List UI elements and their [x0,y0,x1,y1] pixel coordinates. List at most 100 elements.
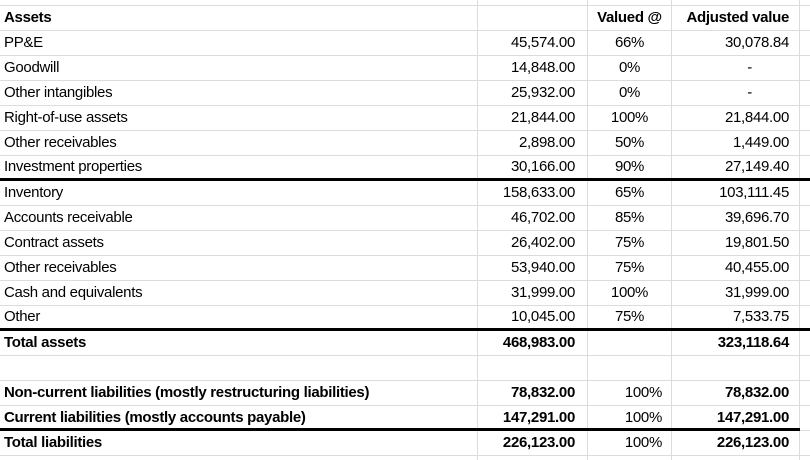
cell-valued-at[interactable]: 100% [588,381,672,405]
table-row: Other receivables 2,898.00 50% 1,449.00 [0,131,810,156]
cell-valued-at[interactable]: 100% [588,431,672,455]
cell-label[interactable]: Other [0,306,478,328]
cell-empty[interactable] [0,356,478,380]
cell-empty[interactable] [478,0,588,5]
cell-adjusted[interactable]: 147,291.00 [672,406,800,430]
cell-empty [800,131,810,155]
cell-assets-header[interactable]: Assets [0,6,478,30]
cell-valued-at[interactable]: 65% [588,181,672,205]
cell-value[interactable]: 21,844.00 [478,106,588,130]
cell-valued-at-header[interactable]: Valued @ [588,6,672,30]
cell-valued-at[interactable]: 0% [588,81,672,105]
cell-value[interactable]: 10,045.00 [478,306,588,328]
table-row: Other intangibles 25,932.00 0% - [0,81,810,106]
cell-empty[interactable] [478,356,588,380]
cell-label[interactable]: Goodwill [0,56,478,80]
cell-valued-at[interactable] [588,331,672,355]
cell-value[interactable]: 46,702.00 [478,206,588,230]
table-row: Inventory 158,633.00 65% 103,111.45 [0,181,810,206]
cell-label[interactable]: Right-of-use assets [0,106,478,130]
cell-label[interactable]: Other receivables [0,256,478,280]
cell-valued-at[interactable]: 75% [588,306,672,328]
cell-empty [800,181,810,205]
cell-empty[interactable] [672,456,800,460]
cell-label[interactable]: PP&E [0,31,478,55]
cell-value[interactable]: 25,932.00 [478,81,588,105]
cell-label[interactable]: Accounts receivable [0,206,478,230]
cell-empty[interactable] [588,0,672,5]
cell-adjusted[interactable]: 7,533.75 [672,306,800,328]
cell-value[interactable]: 53,940.00 [478,256,588,280]
cell-value[interactable]: 31,999.00 [478,281,588,305]
cell-valued-at[interactable]: 0% [588,56,672,80]
cell-valued-at[interactable]: 85% [588,206,672,230]
cell-valued-at[interactable]: 100% [588,106,672,130]
table-row: Accounts receivable 46,702.00 85% 39,696… [0,206,810,231]
cell-empty[interactable] [478,6,588,30]
cell-value[interactable]: 468,983.00 [478,331,588,355]
cell-label[interactable]: Cash and equivalents [0,281,478,305]
cell-adjusted[interactable]: 27,149.40 [672,156,800,178]
cell-adjusted[interactable]: 30,078.84 [672,31,800,55]
table-row: PP&E 45,574.00 66% 30,078.84 [0,31,810,56]
cell-empty[interactable] [478,456,588,460]
cell-value[interactable]: 78,832.00 [478,381,588,405]
cell-value[interactable]: 226,123.00 [478,431,588,455]
cell-label[interactable]: Other receivables [0,131,478,155]
cell-label[interactable]: Non-current liabilities (mostly restruct… [0,381,478,405]
cell-value[interactable]: 2,898.00 [478,131,588,155]
cell-adjusted[interactable]: 226,123.00 [672,431,800,455]
cell-value[interactable]: 147,291.00 [478,406,588,430]
cell-adjusted[interactable]: - [672,56,800,80]
cell-label[interactable]: Total liabilities [0,431,478,455]
cell-value[interactable]: 30,166.00 [478,156,588,178]
cell-label[interactable]: Investment properties [0,156,478,178]
cell-empty [800,381,810,405]
table-row: Non-current liabilities (mostly restruct… [0,381,810,406]
cell-valued-at[interactable]: 75% [588,256,672,280]
cell-valued-at[interactable]: 100% [588,281,672,305]
cell-valued-at[interactable]: 90% [588,156,672,178]
table-row: Cash and equivalents 31,999.00 100% 31,9… [0,281,810,306]
cell-adjusted[interactable]: 1,449.00 [672,131,800,155]
cell-empty [800,406,810,430]
cell-empty[interactable] [672,356,800,380]
cell-empty[interactable] [0,0,478,5]
cell-empty[interactable] [672,0,800,5]
cell-empty [800,331,810,355]
cell-adjusted[interactable]: 103,111.45 [672,181,800,205]
table-row: Current liabilities (mostly accounts pay… [0,406,810,431]
cell-value[interactable]: 158,633.00 [478,181,588,205]
cell-adjusted[interactable]: 19,801.50 [672,231,800,255]
cell-label[interactable]: Contract assets [0,231,478,255]
header-row: Assets Valued @ Adjusted value [0,6,810,31]
cell-valued-at[interactable]: 75% [588,231,672,255]
cell-empty [800,206,810,230]
cell-adjusted[interactable]: - [672,81,800,105]
cell-value[interactable]: 45,574.00 [478,31,588,55]
cell-adjusted[interactable]: 323,118.64 [672,331,800,355]
cell-empty [800,306,810,328]
cell-valued-at[interactable]: 50% [588,131,672,155]
cell-empty [800,106,810,130]
cell-adjusted[interactable]: 39,696.70 [672,206,800,230]
cell-label[interactable]: Inventory [0,181,478,205]
cell-empty [800,231,810,255]
cell-empty[interactable] [588,456,672,460]
cell-label[interactable]: Other intangibles [0,81,478,105]
blank-row [0,356,810,381]
cell-empty[interactable] [0,456,478,460]
cell-value[interactable]: 14,848.00 [478,56,588,80]
cell-adjusted[interactable]: 31,999.00 [672,281,800,305]
cell-valued-at[interactable]: 100% [588,406,672,430]
cell-label[interactable]: Current liabilities (mostly accounts pay… [0,406,478,430]
cell-adjusted[interactable]: 21,844.00 [672,106,800,130]
cell-adjusted-value-header[interactable]: Adjusted value [672,6,800,30]
cell-empty[interactable] [588,356,672,380]
cell-adjusted[interactable]: 40,455.00 [672,256,800,280]
table-row: Right-of-use assets 21,844.00 100% 21,84… [0,106,810,131]
cell-adjusted[interactable]: 78,832.00 [672,381,800,405]
cell-label[interactable]: Total assets [0,331,478,355]
cell-valued-at[interactable]: 66% [588,31,672,55]
cell-value[interactable]: 26,402.00 [478,231,588,255]
